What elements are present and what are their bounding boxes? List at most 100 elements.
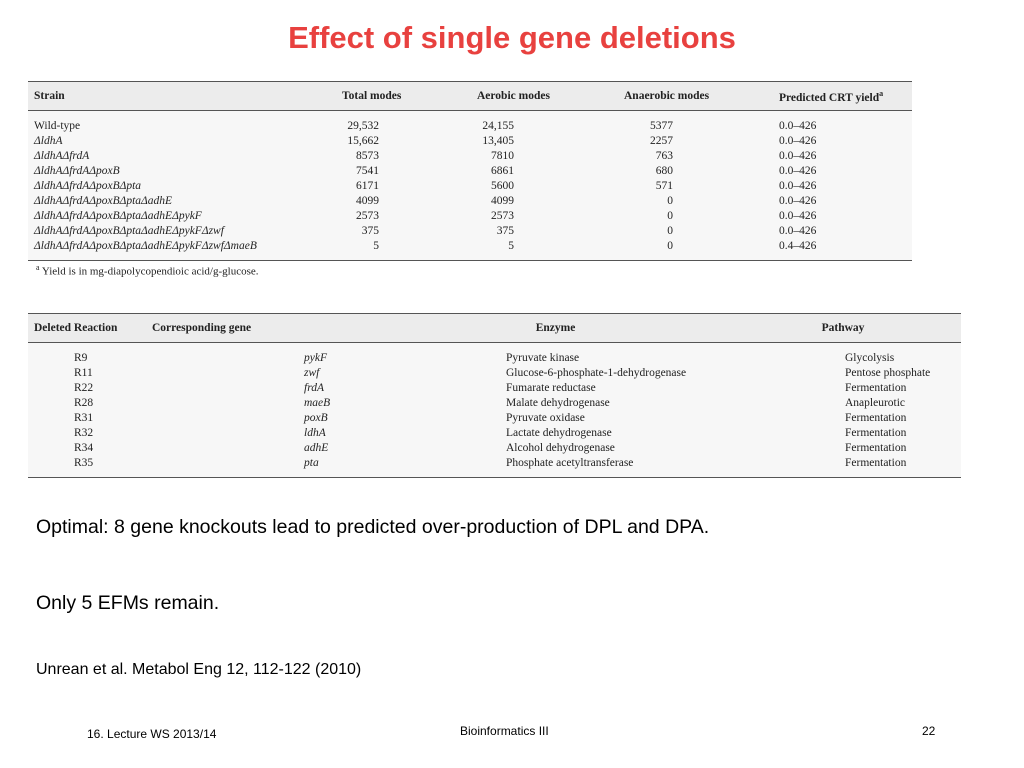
col-header-deleted-reaction: Deleted Reaction bbox=[28, 313, 146, 343]
anaerobic-modes-cell: 2257 bbox=[650, 135, 673, 147]
strain-modes-table-body: Wild-type 29,532 24,155 5377 0.0–426 ΔldhA 15,… bbox=[28, 110, 912, 261]
gene-cell: pta bbox=[146, 456, 386, 478]
table-row: ΔldhAΔfrdAΔpoxB 7541 6861 680 0.0–426 bbox=[28, 164, 912, 179]
gene-cell: zwf bbox=[304, 367, 320, 379]
yield-cell: 0.0–426 bbox=[779, 120, 817, 132]
aerobic-modes-cell: 6861 bbox=[491, 165, 514, 177]
reaction-cell: R11 bbox=[74, 367, 93, 379]
reaction-cell: R32 bbox=[74, 427, 94, 439]
table-row: ΔldhAΔfrdAΔpoxBΔptaΔadhEΔpykF 2573 2573 0 0.… bbox=[28, 209, 912, 224]
yield-cell: 0.0–426 bbox=[779, 180, 817, 192]
pathway-cell: Fermentation bbox=[845, 382, 907, 394]
reaction-cell: R22 bbox=[74, 382, 94, 394]
yield-cell: 0.0–426 bbox=[779, 210, 817, 222]
enzyme-cell: Glucose-6-phosphate-1-dehydrogenase bbox=[506, 367, 687, 379]
total-modes-cell: 4099 bbox=[356, 195, 379, 207]
strain-modes-table-wrap: Strain Total modes Aerobic modes Anaerob… bbox=[28, 81, 912, 261]
total-modes-cell: 15,662 bbox=[347, 135, 379, 147]
strain-cell: ΔldhA bbox=[34, 135, 63, 147]
pathway-cell: Fermentation bbox=[845, 412, 907, 424]
strain-cell: ΔldhAΔfrdAΔpoxBΔptaΔadhE bbox=[34, 195, 173, 207]
total-modes-cell: 6171 bbox=[356, 180, 379, 192]
table-row: ΔldhAΔfrdAΔpoxBΔptaΔadhE 4099 4099 0 0.0–426 bbox=[28, 194, 912, 209]
table-row: ΔldhAΔfrdAΔpoxBΔpta 6171 5600 571 0.0–426 bbox=[28, 179, 912, 194]
yield-cell: 0.0–426 bbox=[779, 225, 817, 237]
gene-cell: ldhA bbox=[304, 427, 326, 439]
table-footnote: a Yield is in mg-diapolycopendioic acid/… bbox=[36, 263, 259, 278]
enzyme-cell: Lactate dehydrogenase bbox=[506, 427, 612, 439]
col-header-aerobic-modes: Aerobic modes bbox=[471, 81, 618, 111]
col-header-total-modes: Total modes bbox=[336, 81, 471, 111]
gene-cell: pykF bbox=[304, 352, 327, 364]
yield-header-footnote-mark: a bbox=[879, 88, 884, 98]
pathway-cell: Fermentation bbox=[725, 456, 961, 478]
total-modes-cell: 5 bbox=[336, 239, 471, 261]
table-row: ΔldhAΔfrdAΔpoxBΔptaΔadhEΔpykFΔzwfΔmaeB 5 5… bbox=[28, 239, 912, 261]
footnote-mark: a bbox=[36, 263, 40, 272]
table-row: R11 zwf Glucose-6-phosphate-1-dehydrogenas… bbox=[28, 366, 961, 381]
anaerobic-modes-cell: 0 bbox=[667, 210, 673, 222]
aerobic-modes-cell: 7810 bbox=[491, 150, 514, 162]
anaerobic-modes-cell: 680 bbox=[655, 165, 673, 177]
total-modes-cell: 375 bbox=[361, 225, 379, 237]
yield-cell: 0.0–426 bbox=[779, 150, 817, 162]
anaerobic-modes-cell: 5377 bbox=[650, 120, 673, 132]
table-header-row: Deleted Reaction Corresponding gene Enzy… bbox=[28, 313, 961, 343]
yield-cell: 0.0–426 bbox=[779, 195, 817, 207]
anaerobic-modes-cell: 763 bbox=[655, 150, 673, 162]
aerobic-modes-cell: 4099 bbox=[491, 195, 514, 207]
table-row: R34 adhE Alcohol dehydrogenase Fermentation bbox=[28, 441, 961, 456]
table-row: ΔldhAΔfrdA 8573 7810 763 0.0–426 bbox=[28, 149, 912, 164]
reaction-cell: R31 bbox=[74, 412, 94, 424]
aerobic-modes-cell: 13,405 bbox=[482, 135, 514, 147]
deleted-reactions-table-wrap: Deleted Reaction Corresponding gene Enzy… bbox=[28, 313, 961, 478]
total-modes-cell: 8573 bbox=[356, 150, 379, 162]
table-row: ΔldhAΔfrdAΔpoxBΔptaΔadhEΔpykFΔzwf 375 375 0… bbox=[28, 224, 912, 239]
yield-cell: 0.0–426 bbox=[779, 165, 817, 177]
yield-header-label: Predicted CRT yield bbox=[779, 91, 880, 104]
strain-modes-table: Strain Total modes Aerobic modes Anaerob… bbox=[28, 81, 912, 261]
strain-cell: ΔldhAΔfrdA bbox=[34, 150, 90, 162]
slide-title: Effect of single gene deletions bbox=[288, 20, 736, 55]
col-header-anaerobic-modes: Anaerobic modes bbox=[618, 81, 773, 111]
gene-cell: adhE bbox=[304, 442, 329, 454]
yield-cell: 0.0–426 bbox=[779, 135, 817, 147]
aerobic-modes-cell: 5 bbox=[471, 239, 618, 261]
table-row: R28 maeB Malate dehydrogenase Anapleurotic bbox=[28, 396, 961, 411]
table-header-row: Strain Total modes Aerobic modes Anaerob… bbox=[28, 81, 912, 111]
gene-cell: frdA bbox=[304, 382, 325, 394]
efm-statement: Only 5 EFMs remain. bbox=[36, 592, 220, 614]
gene-cell: maeB bbox=[304, 397, 331, 409]
enzyme-cell: Malate dehydrogenase bbox=[506, 397, 610, 409]
table-row: Wild-type 29,532 24,155 5377 0.0–426 bbox=[28, 111, 912, 135]
col-header-predicted-yield: Predicted CRT yielda bbox=[773, 81, 912, 111]
pathway-cell: Fermentation bbox=[845, 442, 907, 454]
reaction-cell: R28 bbox=[74, 397, 94, 409]
anaerobic-modes-cell: 0 bbox=[667, 225, 673, 237]
footer-lecture: 16. Lecture WS 2013/14 bbox=[87, 727, 217, 741]
enzyme-cell: Pyruvate kinase bbox=[506, 352, 580, 364]
aerobic-modes-cell: 375 bbox=[496, 225, 514, 237]
table-row: R22 frdA Fumarate reductase Fermentation bbox=[28, 381, 961, 396]
pathway-cell: Pentose phosphate bbox=[845, 367, 931, 379]
footer-course: Bioinformatics III bbox=[460, 724, 549, 738]
table-row: R35 pta Phosphate acetyltransferase Ferment… bbox=[28, 456, 961, 478]
deleted-reactions-table-body: R9 pykF Pyruvate kinase Glycolysis R11 zwf Glu… bbox=[28, 342, 961, 478]
gene-cell: poxB bbox=[304, 412, 328, 424]
col-header-enzyme: Enzyme bbox=[386, 313, 725, 343]
col-header-pathway: Pathway bbox=[725, 313, 961, 343]
citation: Unrean et al. Metabol Eng 12, 112-122 (2… bbox=[36, 661, 362, 678]
col-header-gene: Corresponding gene bbox=[146, 313, 386, 343]
enzyme-cell: Alcohol dehydrogenase bbox=[506, 442, 615, 454]
enzyme-cell: Phosphate acetyltransferase bbox=[386, 456, 725, 478]
pathway-cell: Fermentation bbox=[845, 427, 907, 439]
enzyme-cell: Pyruvate oxidase bbox=[506, 412, 585, 424]
aerobic-modes-cell: 5600 bbox=[491, 180, 514, 192]
total-modes-cell: 7541 bbox=[356, 165, 379, 177]
pathway-cell: Anapleurotic bbox=[845, 397, 906, 409]
deleted-reactions-table: Deleted Reaction Corresponding gene Enzy… bbox=[28, 313, 961, 478]
table-row: R31 poxB Pyruvate oxidase Fermentation bbox=[28, 411, 961, 426]
reaction-cell: R34 bbox=[74, 442, 94, 454]
anaerobic-modes-cell: 571 bbox=[655, 180, 673, 192]
aerobic-modes-cell: 2573 bbox=[491, 210, 514, 222]
